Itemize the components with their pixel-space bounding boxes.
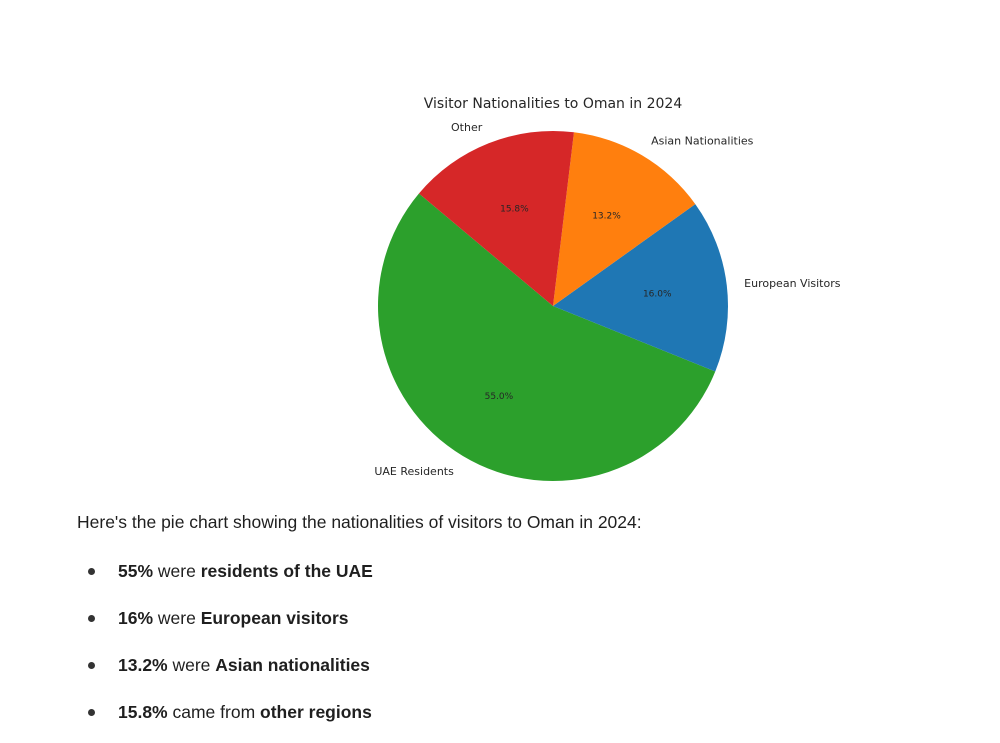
summary-intro: Here's the pie chart showing the nationa…	[77, 512, 642, 532]
pie-chart: Visitor Nationalities to Oman in 2024 55…	[374, 96, 841, 481]
summary-list: 55% were residents of the UAE 16% were E…	[78, 548, 373, 736]
slice-percent-label: 16.0%	[643, 290, 672, 300]
list-item: 15.8% came from other regions	[78, 689, 373, 736]
point-value: 15.8%	[118, 702, 168, 722]
point-value: 16%	[118, 608, 154, 628]
slice-category-label: Asian Nationalities	[651, 134, 754, 147]
pie-slice-asian-nationalities	[553, 132, 696, 306]
pie-slice-european-visitors	[553, 204, 729, 372]
point-value: 13.2%	[118, 655, 168, 675]
chart-title: Visitor Nationalities to Oman in 2024	[424, 96, 683, 112]
slice-category-label: European Visitors	[744, 277, 841, 290]
point-text: were	[167, 655, 216, 675]
point-group: European visitors	[200, 608, 349, 628]
list-item: 13.2% were Asian nationalities	[78, 642, 373, 689]
point-group: residents of the UAE	[200, 561, 373, 581]
bullet-icon	[88, 709, 95, 716]
bullet-icon	[88, 615, 95, 622]
point-group: other regions	[260, 702, 372, 722]
slice-category-label: UAE Residents	[374, 465, 454, 478]
point-text: were	[153, 608, 201, 628]
pie-slice-other	[418, 130, 574, 306]
slice-percent-label: 55.0%	[485, 392, 514, 402]
slice-category-label: Other	[451, 121, 483, 134]
point-group: Asian nationalities	[215, 655, 370, 675]
point-text: were	[153, 561, 201, 581]
bullet-icon	[88, 568, 95, 575]
slice-percent-label: 15.8%	[500, 204, 529, 214]
point-text: came from	[167, 702, 261, 722]
list-item: 55% were residents of the UAE	[78, 548, 373, 595]
point-value: 55%	[118, 561, 154, 581]
bullet-icon	[88, 662, 95, 669]
pie-slice-uae-residents	[378, 193, 716, 481]
slice-percent-label: 13.2%	[592, 212, 621, 222]
list-item: 16% were European visitors	[78, 595, 373, 642]
